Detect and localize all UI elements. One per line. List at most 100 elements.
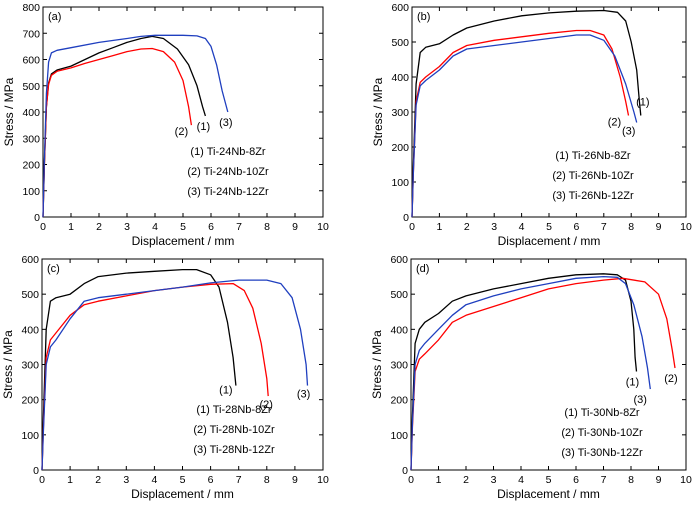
x-tick-label: 9 [656,221,662,233]
legend: (1) Ti-30Nb-8Zr (2) Ti-30Nb-10Zr (3) Ti-30… [561,407,643,459]
panel-label: (b) [417,11,430,23]
chart-panel-b: 0 1 2 3 4 5 6 7 8 9 100100200300400500600Displacem… [371,2,692,248]
legend-entry-1: (1) Ti-24Nb-8Zr [190,146,266,158]
x-tick-label: 1 [436,474,442,486]
series-line-2 [41,282,269,471]
y-tick-label: 300 [22,133,40,145]
x-tick-label: 5 [546,221,552,233]
x-tick-label: 0 [40,221,46,233]
y-tick-label: 500 [390,289,408,301]
curve-end-label-2: (2) [608,117,621,129]
y-tick-label: 100 [391,177,409,189]
y-axis-label: Stress / MPa [1,330,15,399]
x-tick-label: 6 [208,474,214,486]
x-tick-label: 0 [408,474,414,486]
x-tick-label: 9 [292,474,298,486]
y-axis-label: Stress / MPa [2,77,16,146]
x-tick-label: 5 [546,474,552,486]
x-axis-label: Displacement / mm [131,487,234,501]
plot-frame [41,258,324,471]
y-tick-label: 100 [390,430,408,442]
legend-entry-3: (3) Ti-24Nb-12Zr [187,186,269,198]
y-tick-label: 300 [391,107,409,119]
legend-entry-2: (2) Ti-30Nb-10Zr [561,427,643,439]
y-tick-label: 500 [22,81,40,93]
panel-label: (a) [48,11,61,23]
series-line-3 [411,34,638,218]
series-line-2 [42,47,193,218]
plot-frame [42,6,324,218]
x-tick-label: 9 [656,474,662,486]
y-tick-label: 600 [22,55,40,67]
legend-entry-2: (2) Ti-26Nb-10Zr [552,170,634,182]
curve-end-label-2: (2) [259,399,272,411]
x-tick-label: 2 [96,221,102,233]
y-tick-label: 100 [22,186,40,198]
x-tick-label: 5 [180,221,186,233]
y-axis-label: Stress / MPa [370,330,384,399]
curve-end-label-2: (2) [175,126,188,138]
x-axis-label: Displacement / mm [497,487,600,501]
chart-panel-c: 0 1 2 3 4 5 6 7 8 9 100100200300400500600Displacem… [1,254,329,501]
y-tick-label: 600 [21,254,39,266]
series-line-1 [411,9,642,218]
x-tick-label: 2 [463,474,469,486]
chart-panel-d: 0 1 2 3 4 5 6 7 8 9 100100200300400500600Displacem… [370,254,692,501]
y-tick-label: 200 [21,395,39,407]
y-tick-label: 600 [390,254,408,266]
x-tick-label: 5 [180,474,186,486]
x-tick-label: 4 [152,221,158,233]
series-line-1 [41,268,237,471]
y-tick-label: 400 [391,72,409,84]
y-tick-label: 300 [21,360,39,372]
legend-entry-1: (1) Ti-26Nb-8Zr [555,150,631,162]
x-tick-label: 1 [436,221,442,233]
x-tick-label: 4 [518,474,524,486]
x-tick-label: 10 [680,221,692,233]
x-tick-label: 8 [628,474,634,486]
series-line-3 [42,34,229,218]
x-tick-label: 10 [680,474,692,486]
x-tick-label: 7 [601,474,607,486]
y-tick-label: 200 [22,160,40,172]
x-tick-label: 0 [409,221,415,233]
x-tick-label: 1 [68,221,74,233]
legend-entry-1: (1) Ti-28Nb-8Zr [196,404,272,416]
x-tick-label: 6 [573,221,579,233]
chart-panel-a: 0 1 2 3 4 5 6 7 8 9 100100200300400500600700800Dis… [2,2,329,248]
x-tick-label: 6 [573,474,579,486]
x-tick-label: 8 [264,221,270,233]
y-tick-label: 0 [402,465,408,477]
y-tick-label: 100 [21,430,39,442]
y-tick-label: 500 [21,289,39,301]
legend: (1) Ti-28Nb-8Zr (2) Ti-28Nb-10Zr (3) Ti-28… [193,404,275,456]
x-tick-label: 7 [236,221,242,233]
y-tick-label: 500 [391,37,409,49]
x-tick-label: 3 [124,221,130,233]
y-tick-label: 0 [403,212,409,224]
curve-end-label-3: (3) [622,126,635,138]
y-tick-label: 700 [22,28,40,40]
x-tick-label: 8 [264,474,270,486]
x-tick-label: 0 [39,474,45,486]
curve-end-label-1: (1) [219,385,232,397]
y-tick-label: 400 [22,107,40,119]
y-tick-label: 300 [390,360,408,372]
series-line-1 [410,273,638,471]
y-tick-label: 200 [390,395,408,407]
x-axis-label: Displacement / mm [498,234,601,248]
legend-entry-2: (2) Ti-24Nb-10Zr [187,166,269,178]
x-tick-label: 4 [151,474,157,486]
legend-entry-3: (3) Ti-30Nb-12Zr [561,447,643,459]
x-tick-label: 2 [95,474,101,486]
curve-end-label-3: (3) [297,389,310,401]
x-tick-label: 3 [123,474,129,486]
x-tick-label: 3 [491,474,497,486]
x-tick-label: 2 [464,221,470,233]
x-tick-label: 9 [292,221,298,233]
x-tick-label: 7 [601,221,607,233]
panel-label: (c) [47,263,60,275]
curve-end-label-3: (3) [634,394,647,406]
series-line-2 [410,277,676,471]
